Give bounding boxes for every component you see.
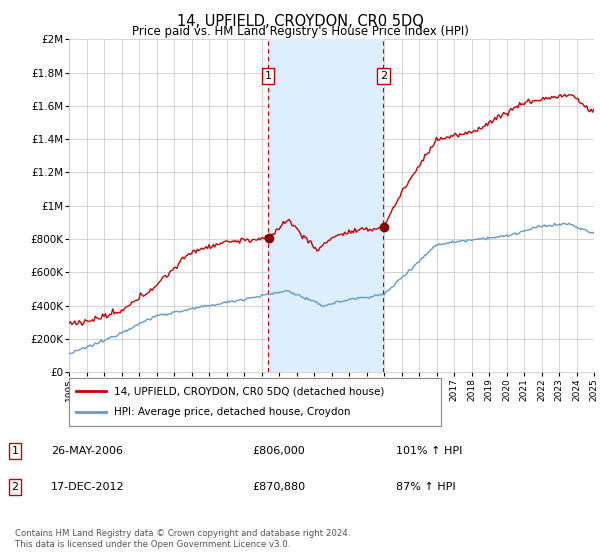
- Text: 17-DEC-2012: 17-DEC-2012: [51, 482, 125, 492]
- Text: Contains HM Land Registry data © Crown copyright and database right 2024.
This d: Contains HM Land Registry data © Crown c…: [15, 529, 350, 549]
- FancyBboxPatch shape: [69, 378, 441, 426]
- Text: £806,000: £806,000: [252, 446, 305, 456]
- Text: 2: 2: [380, 71, 387, 81]
- Text: 14, UPFIELD, CROYDON, CR0 5DQ (detached house): 14, UPFIELD, CROYDON, CR0 5DQ (detached …: [113, 386, 384, 396]
- Text: £870,880: £870,880: [252, 482, 305, 492]
- Text: 1: 1: [11, 446, 19, 456]
- Text: 1: 1: [265, 71, 272, 81]
- Text: 101% ↑ HPI: 101% ↑ HPI: [396, 446, 463, 456]
- Text: HPI: Average price, detached house, Croydon: HPI: Average price, detached house, Croy…: [113, 407, 350, 417]
- Text: 26-MAY-2006: 26-MAY-2006: [51, 446, 123, 456]
- Text: 87% ↑ HPI: 87% ↑ HPI: [396, 482, 455, 492]
- Bar: [268, 39, 383, 372]
- Text: 14, UPFIELD, CROYDON, CR0 5DQ: 14, UPFIELD, CROYDON, CR0 5DQ: [176, 14, 424, 29]
- Text: Price paid vs. HM Land Registry's House Price Index (HPI): Price paid vs. HM Land Registry's House …: [131, 25, 469, 38]
- Text: 2: 2: [11, 482, 19, 492]
